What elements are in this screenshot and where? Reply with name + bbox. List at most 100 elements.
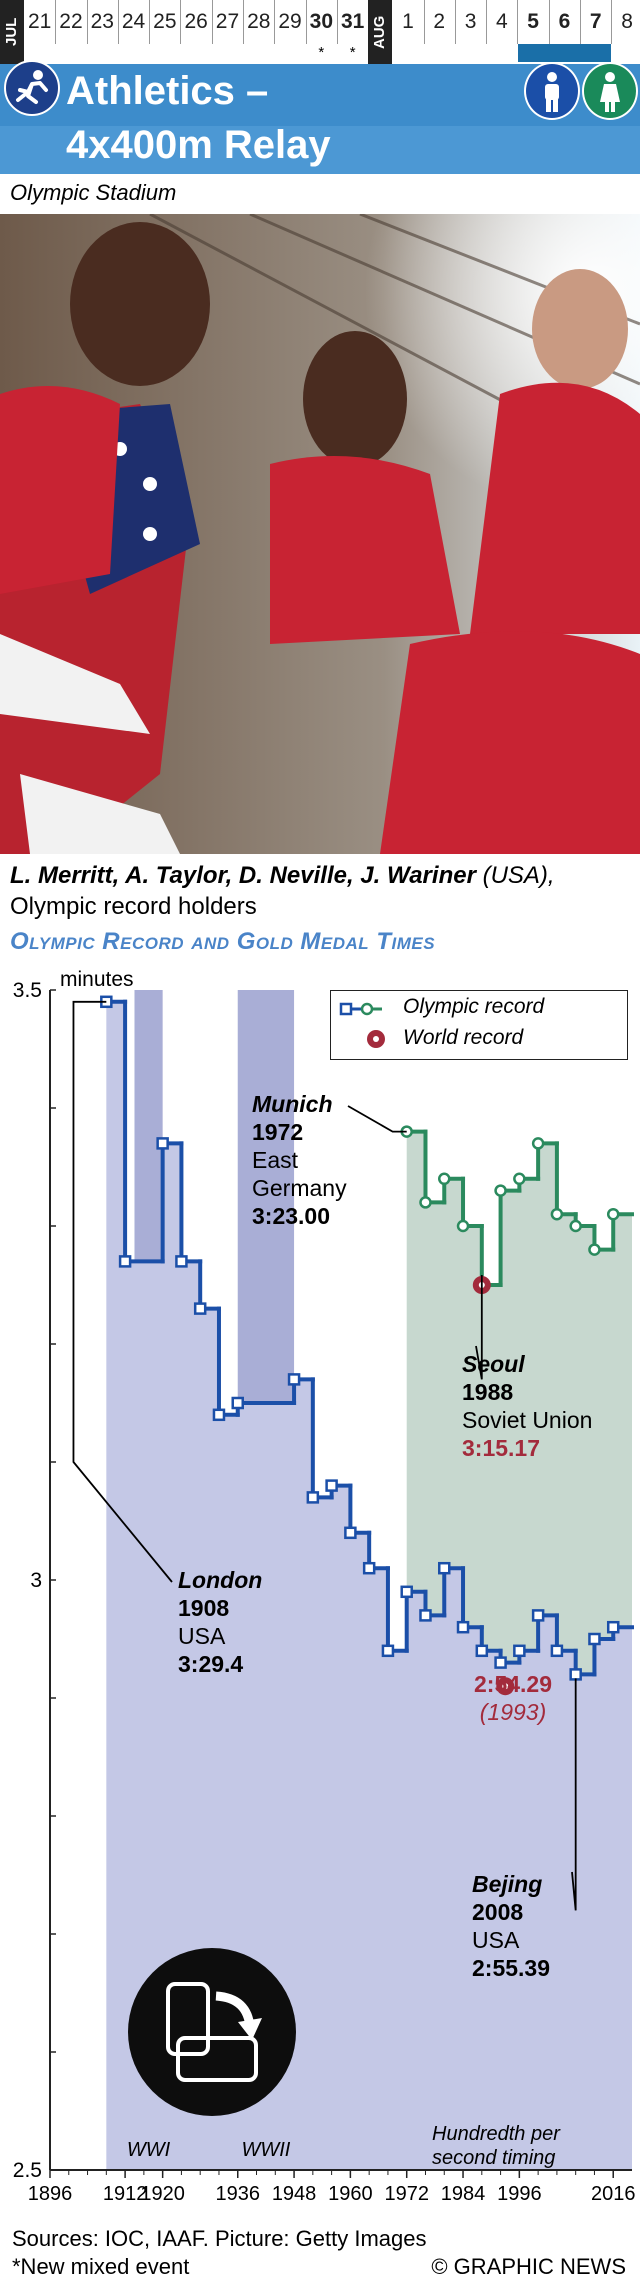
soviet-record-area: [406, 1131, 632, 1675]
olympic-record-point-1996: [513, 1644, 526, 1658]
soviet-record-point-2012: [588, 1243, 601, 1256]
x-tick-label: 1984: [441, 2183, 486, 2205]
calendar-day-jul-30: 30: [306, 0, 338, 44]
olympic-record-point-2016: [606, 1620, 620, 1634]
leader-beijing: [571, 1678, 577, 1911]
event-calendar: JUL 21 22 23 24 25 26 27 28 29 30 * 31 * AUG 1 2 3 4 5 6 7 8: [0, 0, 640, 65]
calendar-day-jul-27: 27: [212, 0, 245, 44]
legend-marker-olympic-green: [360, 1002, 374, 1016]
war-band-label-wwi: WWI: [127, 2139, 171, 2161]
calendar-day-jul-23: 23: [87, 0, 119, 44]
calendar-day-jul-28: 28: [243, 0, 276, 44]
olympic-record-point-1920: [156, 1137, 169, 1150]
olympic-record-point-1928: [193, 1302, 207, 1315]
calendar-day-jul-31: 31: [337, 0, 370, 44]
calendar-highlight-aug-5: [517, 44, 549, 62]
soviet-record-point-1976: [419, 1196, 432, 1209]
olympic-record-point-1924: [175, 1255, 188, 1268]
olympic-record-point-2000: [531, 1609, 545, 1622]
team-photo: [0, 214, 640, 854]
legend-label-world: World record: [403, 1026, 524, 1049]
calendar-day-jul-26: 26: [181, 0, 213, 44]
olympic-record-point-1968: [381, 1644, 395, 1658]
leader-seoul: [475, 1275, 483, 1380]
calendar-star-jul-31: *: [349, 44, 356, 61]
soviet-record-point-2008: [569, 1219, 582, 1233]
annotation-munich: Munich 1972 East Germany 3:23.00: [252, 1091, 347, 1229]
legend-label-olympic: Olympic record: [403, 995, 545, 1018]
minutes-unit-label: minutes: [60, 968, 134, 991]
calendar-day-jul-21: 21: [24, 0, 57, 44]
olympic-record-point-1952: [306, 1491, 320, 1504]
olympic-record-point-2004: [550, 1644, 564, 1658]
sources-credit: Sources: IOC, IAAF. Picture: Getty Image…: [12, 2226, 427, 2251]
leader-london: [72, 1000, 173, 1583]
x-tick-label: 1896: [28, 2183, 73, 2205]
x-tick-label: 1920: [140, 2183, 185, 2205]
x-tick-label: 1996: [497, 2183, 542, 2205]
olympic-record-point-1988: [475, 1644, 489, 1658]
calendar-day-jul-25: 25: [149, 0, 182, 44]
y-tick-label: 2.5: [13, 2159, 42, 2182]
annotation-london: London 1908 USA 3:29.4: [178, 1567, 263, 1677]
x-tick-label: 1912: [103, 2183, 148, 2205]
olympic-record-point-1936: [231, 1396, 244, 1410]
calendar-day-aug-7: 7: [580, 0, 613, 44]
olympic-record-point-1984: [456, 1620, 470, 1634]
y-tick-label: 3: [30, 1569, 42, 1592]
soviet-record-point-2000: [531, 1137, 545, 1150]
calendar-highlight-aug-7: [580, 44, 612, 62]
calendar-day-aug-3: 3: [455, 0, 488, 44]
annotation-world-record-1993: 2:54.29 (1993): [474, 1671, 553, 1725]
olympic-record-point-1932: [212, 1408, 226, 1422]
x-tick-label: 1948: [272, 2183, 317, 2205]
female-icon: [582, 62, 638, 120]
soviet-record-point-1984: [456, 1219, 470, 1233]
olympic-record-point-1980: [438, 1561, 451, 1575]
month-label-aug: AUG: [368, 0, 393, 64]
x-tick-label: 2016: [591, 2183, 636, 2205]
calendar-star-jul-30: *: [318, 44, 325, 61]
photo-caption-role: Olympic record holders: [10, 893, 257, 920]
world-record-marker-center-1993: [502, 1683, 509, 1690]
calendar-day-aug-2: 2: [424, 0, 456, 44]
olympic-record-point-1976: [419, 1609, 432, 1622]
runner-icon: [4, 60, 60, 116]
olympic-record-point-1956: [325, 1479, 338, 1492]
calendar-highlight-aug-6: [548, 44, 581, 62]
soviet-record-point-1996: [513, 1172, 526, 1186]
calendar-day-aug-4: 4: [486, 0, 519, 44]
annotation-seoul: Seoul 1988 Soviet Union 3:15.17: [462, 1351, 593, 1461]
x-tick-label: 1972: [384, 2183, 429, 2205]
olympic-record-point-1912: [118, 1255, 132, 1268]
annotation-beijing: Bejing 2008 USA 2:55.39: [472, 1871, 551, 1981]
soviet-record-point-2004: [550, 1207, 564, 1221]
chart-title: Olympic Record and Gold Medal Times: [10, 928, 436, 955]
x-tick-label: 1960: [328, 2183, 373, 2205]
male-icon: [524, 62, 580, 120]
page-title: Athletics – 4x400m Relay: [66, 69, 331, 167]
olympic-record-area: [106, 1001, 633, 2170]
rotate-device-icon: [128, 1948, 296, 2116]
venue-label: Olympic Stadium: [10, 180, 177, 205]
calendar-day-aug-8: 8: [611, 0, 640, 44]
calendar-day-jul-22: 22: [55, 0, 88, 44]
olympic-record-point-1964: [362, 1561, 376, 1575]
war-band-label-wwii: WWII: [241, 2139, 290, 2161]
hundredth-timing-note: Hundredth per second timing: [432, 2123, 560, 2169]
calendar-day-jul-24: 24: [118, 0, 151, 44]
graphic-news-brand: © GRAPHIC NEWS: [431, 2254, 626, 2279]
olympic-record-point-2012: [588, 1632, 601, 1646]
x-tick-label: 1936: [215, 2183, 260, 2205]
olympic-record-point-1948: [287, 1373, 301, 1386]
y-tick-label: 3.5: [13, 979, 42, 1002]
chart-legend: Olympic record World record: [330, 990, 628, 1060]
soviet-record-point-1992: [494, 1184, 507, 1197]
calendar-day-aug-1: 1: [392, 0, 425, 44]
month-label-jul: JUL: [0, 0, 24, 64]
calendar-day-aug-5: 5: [518, 0, 550, 44]
legend-marker-olympic-blue: [339, 1002, 353, 1016]
leader-munich: [347, 1105, 407, 1133]
photo-caption-names: L. Merritt, A. Taylor, D. Neville, J. Wa…: [10, 862, 555, 889]
